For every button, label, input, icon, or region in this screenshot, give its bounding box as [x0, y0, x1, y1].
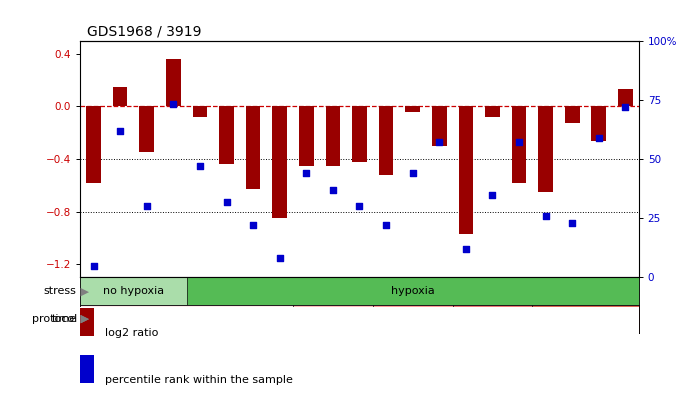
Bar [325, 107, 340, 166]
Text: ▶: ▶ [77, 314, 89, 324]
Bar [80, 355, 94, 383]
Bar [352, 107, 366, 162]
Bar [293, 305, 639, 333]
Bar [80, 277, 186, 305]
Bar [533, 305, 639, 333]
Text: ▶: ▶ [77, 286, 89, 296]
Point [593, 134, 604, 141]
Bar [512, 107, 526, 183]
Point [460, 246, 471, 252]
Bar [113, 87, 128, 107]
Bar [272, 107, 287, 218]
Bar [246, 107, 260, 189]
Text: 3 h: 3 h [324, 314, 342, 324]
Point [301, 170, 312, 177]
Text: GDS1968 / 3919: GDS1968 / 3919 [87, 24, 202, 38]
Bar [80, 308, 94, 336]
Text: no hypoxia: no hypoxia [103, 286, 164, 296]
Bar [406, 107, 420, 111]
Point [274, 255, 285, 262]
Point [88, 262, 99, 269]
Text: percentile rank within the sample: percentile rank within the sample [105, 375, 293, 385]
Bar [591, 107, 606, 141]
Bar [140, 107, 154, 152]
Text: time: time [52, 314, 77, 324]
Bar [565, 107, 579, 124]
Bar [186, 277, 639, 305]
Point [380, 222, 392, 228]
Point [327, 187, 339, 193]
Text: 12 h: 12 h [480, 314, 505, 324]
Bar [485, 107, 500, 117]
Text: 5 h: 5 h [404, 314, 422, 324]
Bar [293, 305, 373, 333]
Point [620, 104, 631, 110]
Point [354, 203, 365, 210]
Text: 24 h: 24 h [573, 314, 598, 324]
Bar [193, 107, 207, 117]
Bar [219, 107, 234, 164]
Point [248, 222, 259, 228]
Text: log2 ratio: log2 ratio [105, 328, 158, 338]
Point [567, 220, 578, 226]
Text: stress: stress [44, 286, 77, 296]
Bar [452, 305, 533, 333]
Point [221, 198, 232, 205]
Text: protocol: protocol [31, 314, 77, 324]
Bar [459, 107, 473, 234]
Bar [618, 89, 632, 107]
Point [114, 127, 126, 134]
Point [194, 163, 205, 169]
Point [141, 203, 152, 210]
Point [487, 191, 498, 198]
Text: reoxygenation: reoxygenation [426, 314, 506, 324]
Bar [538, 107, 553, 192]
Point [540, 213, 551, 219]
Point [514, 139, 525, 146]
Bar [80, 305, 293, 333]
Point [407, 170, 418, 177]
Bar [432, 107, 447, 146]
Bar [80, 305, 293, 333]
Text: ▶: ▶ [77, 314, 89, 324]
Point [168, 101, 179, 108]
Bar [166, 59, 181, 107]
Point [433, 139, 445, 146]
Text: hypoxia: hypoxia [391, 286, 435, 296]
Text: 0 h: 0 h [178, 314, 195, 324]
Text: no reoxygenation: no reoxygenation [138, 314, 235, 324]
Bar [87, 107, 101, 183]
Bar [299, 107, 313, 166]
Bar [373, 305, 452, 333]
Bar [379, 107, 394, 175]
